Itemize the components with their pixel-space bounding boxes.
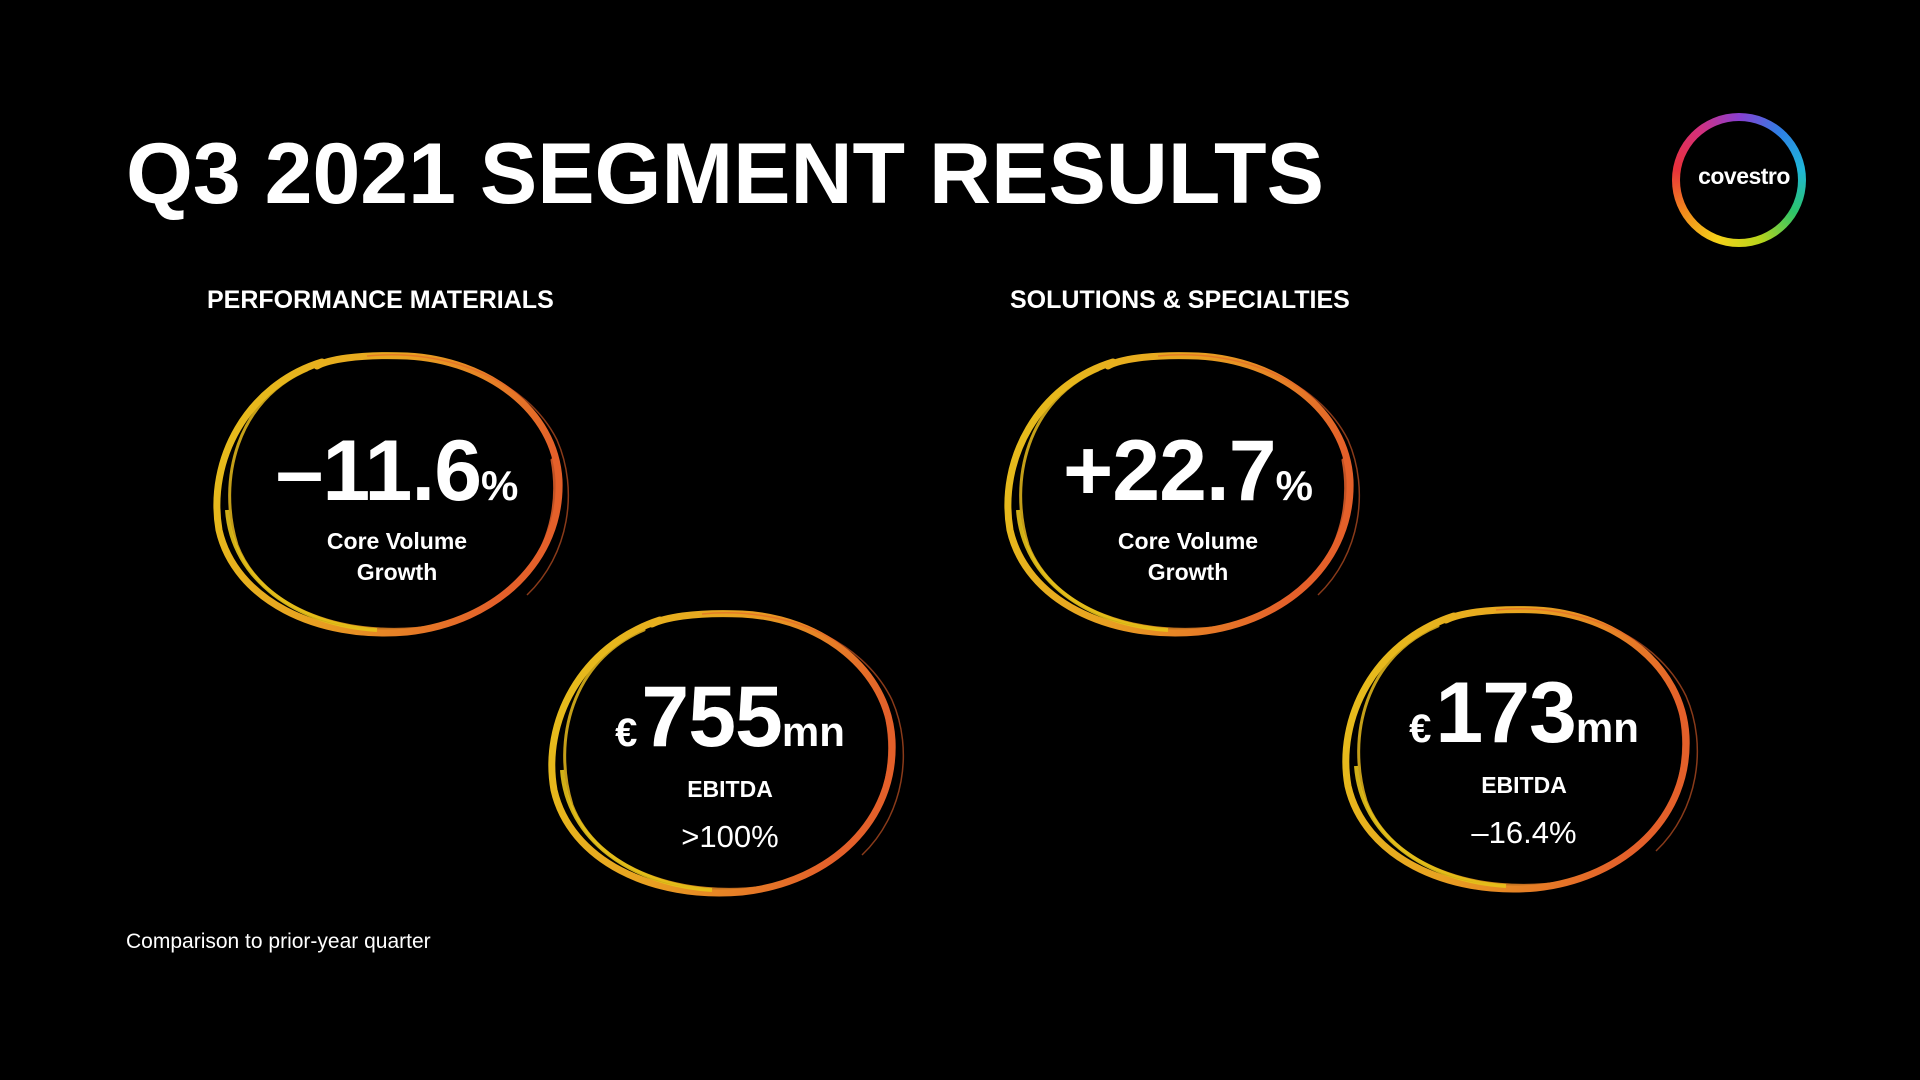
segment-title-solutions-specialties: SOLUTIONS & SPECIALTIES [1010, 286, 1350, 314]
ebitda-unit: mn [781, 708, 845, 755]
volume-unit: % [1275, 462, 1313, 509]
ebitda-change: >100% [681, 819, 779, 854]
page-title: Q3 2021 SEGMENT RESULTS [126, 126, 1324, 222]
volume-value: –11.6 [275, 423, 482, 519]
volume-label-line1: Core Volume [326, 528, 468, 554]
circle-scribble-icon [548, 610, 905, 897]
volume-label-line2: Growth [1147, 559, 1229, 585]
ebitda-change: –16.4% [1471, 815, 1577, 850]
kpi-ebitda-performance-materials: €755mn EBITDA >100% [540, 598, 920, 908]
circle-scribble-icon [1004, 352, 1361, 637]
covestro-logo: covestro [1672, 113, 1806, 247]
logo-text: covestro [1698, 163, 1790, 189]
kpi-volume-solutions-specialties: +22.7% Core Volume Growth [998, 340, 1378, 650]
volume-unit: % [481, 462, 519, 509]
kpi-ebitda-solutions-specialties: €173mn EBITDA –16.4% [1334, 594, 1714, 904]
circle-scribble-icon [1342, 606, 1699, 893]
ebitda-currency: € [615, 711, 638, 755]
footnote: Comparison to prior-year quarter [126, 930, 431, 953]
volume-label-line1: Core Volume [1117, 528, 1259, 554]
volume-label-line2: Growth [356, 559, 438, 585]
circle-scribble-icon [213, 352, 570, 637]
volume-value: +22.7 [1063, 423, 1277, 519]
ebitda-currency: € [1409, 707, 1432, 751]
ebitda-label: EBITDA [687, 776, 773, 802]
ebitda-value: 173 [1435, 665, 1576, 761]
kpi-volume-performance-materials: –11.6% Core Volume Growth [207, 340, 587, 650]
ebitda-unit: mn [1575, 704, 1639, 751]
ebitda-label: EBITDA [1481, 772, 1567, 798]
ebitda-value: 755 [641, 669, 782, 765]
segment-title-performance-materials: PERFORMANCE MATERIALS [207, 286, 554, 314]
